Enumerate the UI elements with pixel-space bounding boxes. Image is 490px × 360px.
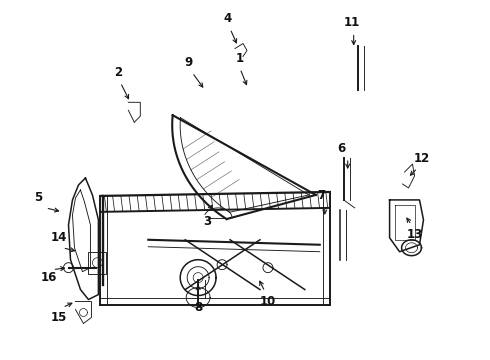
Text: 16: 16: [40, 271, 57, 284]
Text: 13: 13: [406, 228, 423, 241]
Text: 1: 1: [236, 52, 244, 65]
Text: 15: 15: [50, 311, 67, 324]
Text: 11: 11: [343, 16, 360, 29]
Text: 4: 4: [224, 12, 232, 25]
Text: 10: 10: [260, 295, 276, 308]
Text: 6: 6: [338, 141, 346, 155]
Text: 12: 12: [414, 152, 430, 165]
Text: 2: 2: [114, 66, 122, 79]
Text: 7: 7: [318, 189, 326, 202]
Text: 5: 5: [34, 192, 43, 204]
Text: 14: 14: [50, 231, 67, 244]
Text: 9: 9: [184, 56, 192, 69]
Text: 8: 8: [194, 301, 202, 314]
Text: 3: 3: [203, 215, 211, 228]
